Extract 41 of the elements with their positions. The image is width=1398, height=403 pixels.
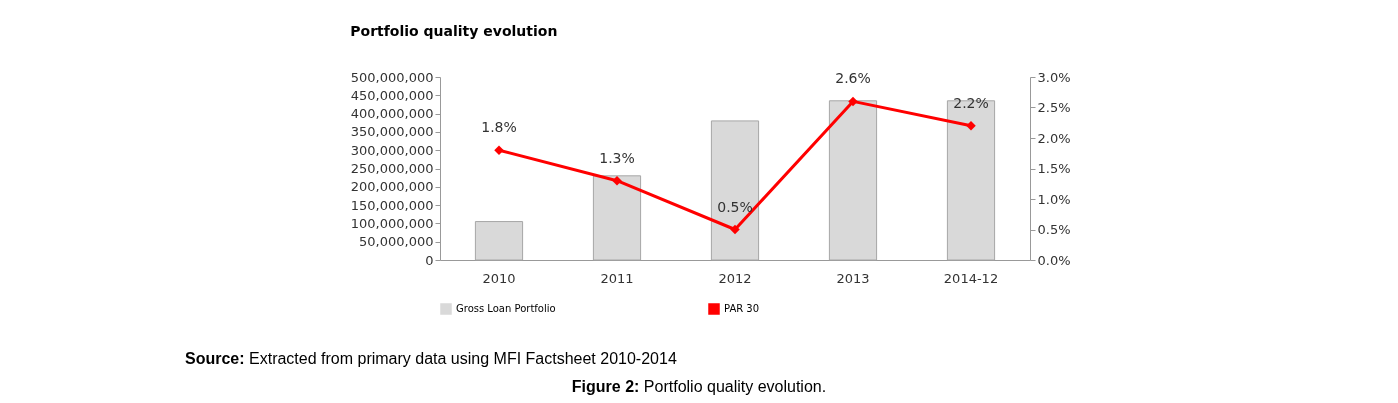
y2-tick-label: 3.0% xyxy=(1037,69,1071,85)
point xyxy=(730,224,740,235)
source-note: Source: Extracted from primary data using MFI Factsheet 2010-2014 xyxy=(185,350,677,368)
bar xyxy=(946,100,996,261)
y2-tick-label: 0.5% xyxy=(1037,222,1071,237)
y-tick-label: 250,000,000 xyxy=(350,161,434,176)
data-label: 0.5% xyxy=(717,198,753,215)
data-label: 2.6% xyxy=(835,70,871,87)
y-tick-label: 200,000,000 xyxy=(350,179,434,195)
x-tick-label: 2012 xyxy=(718,270,752,286)
y2-tick-label: 1.5% xyxy=(1037,161,1071,176)
y-tick-label: 500,000,000 xyxy=(350,69,434,85)
y-tick-label: 50,000,000 xyxy=(359,234,434,250)
data-label: 1.3% xyxy=(599,149,635,166)
y-tick-label: 0 xyxy=(425,252,434,268)
legend-label: PAR 30 xyxy=(724,303,760,314)
y2-tick-label: 2.0% xyxy=(1037,130,1071,146)
point xyxy=(848,96,858,107)
x-tick-label: 2013 xyxy=(836,270,870,286)
y-tick-label: 100,000,000 xyxy=(350,215,434,231)
y-tick-label: 400,000,000 xyxy=(350,106,434,122)
bar xyxy=(592,175,642,261)
legend-label: Gross Loan Portfolio xyxy=(456,303,556,314)
data-label: 2.2% xyxy=(953,94,989,111)
x-tick-label: 2010 xyxy=(482,270,516,286)
point xyxy=(612,175,622,186)
x-tick-label: 2014-12 xyxy=(943,270,999,286)
caption: Figure 2: Portfolio quality evolution. xyxy=(570,378,828,396)
bar xyxy=(474,221,524,261)
y-tick-label: 350,000,000 xyxy=(350,124,434,140)
bar xyxy=(710,120,760,261)
chart-title: Portfolio quality evolution xyxy=(350,23,558,39)
y2-tick-label: 1.0% xyxy=(1037,191,1071,207)
x-tick-label: 2011 xyxy=(600,270,634,286)
y2-tick-label: 2.5% xyxy=(1037,100,1071,115)
bar xyxy=(828,100,878,261)
y-tick-label: 300,000,000 xyxy=(350,142,434,158)
data-label: 1.8% xyxy=(481,119,517,136)
y2-tick-label: 0.0% xyxy=(1037,252,1071,268)
y-tick-label: 150,000,000 xyxy=(350,197,434,213)
y-tick-label: 450,000,000 xyxy=(350,87,434,103)
